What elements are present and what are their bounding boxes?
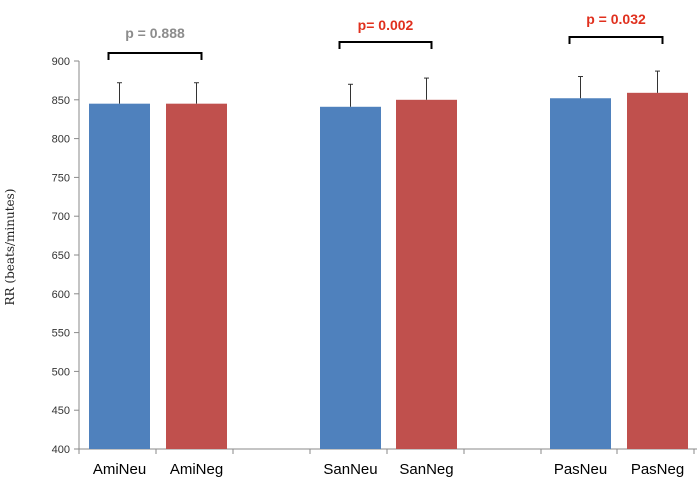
x-label-amineg: AmiNeg [170, 461, 223, 478]
bar-amineg [166, 103, 227, 450]
p-value-label: p= 0.002 [358, 17, 414, 33]
bars [89, 92, 688, 450]
y-axis-title: RR (beats/minutes) [3, 189, 17, 306]
y-tick-label: 750 [52, 172, 70, 184]
y-tick-label: 900 [52, 56, 70, 68]
bar-sanneu [320, 106, 381, 449]
significance-bracket [568, 36, 664, 44]
y-tick-label: 550 [52, 328, 70, 340]
x-label-pasneg: PasNeg [631, 461, 684, 478]
y-tick-label: 450 [52, 405, 70, 417]
significance-annotations: p = 0.888 p= 0.002 p = 0.032 [107, 11, 664, 60]
p-value-label: p = 0.888 [125, 25, 185, 41]
y-tick-label: 400 [52, 444, 70, 456]
bar-pasneu [550, 98, 611, 450]
y-tick-label: 600 [52, 289, 70, 301]
significance-bracket [338, 41, 433, 49]
y-tick-label: 500 [52, 366, 70, 378]
bar-pasneg [627, 92, 688, 449]
y-tick-label: 800 [52, 134, 70, 146]
y-tick-label: 700 [52, 211, 70, 223]
p-value-label: p = 0.032 [586, 11, 646, 27]
y-tick-label: 650 [52, 250, 70, 262]
significance-bracket [107, 52, 203, 60]
error-bars [117, 70, 660, 107]
x-label-pasneu: PasNeu [554, 461, 607, 478]
x-label-amineu: AmiNeu [93, 461, 146, 478]
x-axis-labels: AmiNeu AmiNeg SanNeu SanNeg PasNeu PasNeg [93, 461, 684, 478]
bar-sanneg [396, 99, 457, 450]
x-label-sanneg: SanNeg [399, 461, 453, 478]
y-tick-label: 850 [52, 95, 70, 107]
bar-amineu [89, 103, 150, 450]
x-label-sanneu: SanNeu [323, 461, 377, 478]
